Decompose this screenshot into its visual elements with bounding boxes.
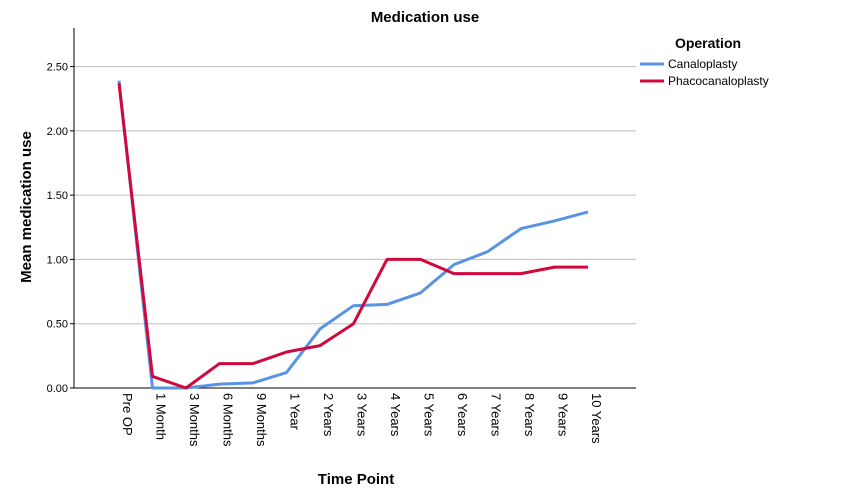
y-tick-label: 0.00 [47, 383, 68, 395]
gridlines [74, 66, 636, 325]
legend: Operation Canaloplasty Phacocanaloplasty [640, 35, 769, 88]
x-tick-label: 3 Years [355, 393, 370, 437]
x-tick-label: 1 Year [288, 393, 303, 431]
series-lines [117, 80, 589, 390]
x-tick-label: 4 Years [388, 393, 403, 437]
chart-title: Medication use [371, 9, 479, 26]
x-axis-title: Time Point [318, 471, 394, 488]
y-tick-label: 2.00 [47, 126, 68, 138]
x-tick-label: 9 Years [556, 393, 571, 437]
x-tick-label: 5 Years [422, 393, 437, 437]
x-tick-label: 10 Years [589, 393, 604, 444]
y-tick-label: 0.50 [47, 319, 68, 331]
y-tick-label: 1.00 [47, 254, 68, 266]
x-tick-label: 3 Months [187, 393, 202, 447]
y-tick-label: 1.50 [47, 190, 68, 202]
legend-title: Operation [675, 35, 741, 51]
y-ticks: 0.00 0.50 1.00 1.50 2.00 2.50 [47, 62, 74, 395]
x-tick-label: Pre OP [120, 393, 135, 436]
x-ticks: Pre OP 1 Month 3 Months 6 Months 9 Months 1 Y… [120, 393, 604, 447]
x-tick-label: 1 Month [154, 393, 169, 440]
x-tick-label: 7 Years [489, 393, 504, 437]
legend-label: Canaloplasty [668, 57, 737, 71]
x-tick-label: 8 Years [522, 393, 537, 437]
x-tick-label: 6 Years [455, 393, 470, 437]
x-tick-label: 6 Months [221, 393, 236, 447]
series-line-phacocanaloplasty [117, 83, 588, 390]
x-tick-label: 9 Months [254, 393, 269, 447]
y-tick-label: 2.50 [47, 62, 68, 74]
y-axis-title: Mean medication use [18, 131, 35, 283]
series-line-canaloplasty [117, 80, 589, 390]
x-tick-label: 2 Years [321, 393, 336, 437]
legend-label: Phacocanaloplasty [668, 74, 769, 88]
